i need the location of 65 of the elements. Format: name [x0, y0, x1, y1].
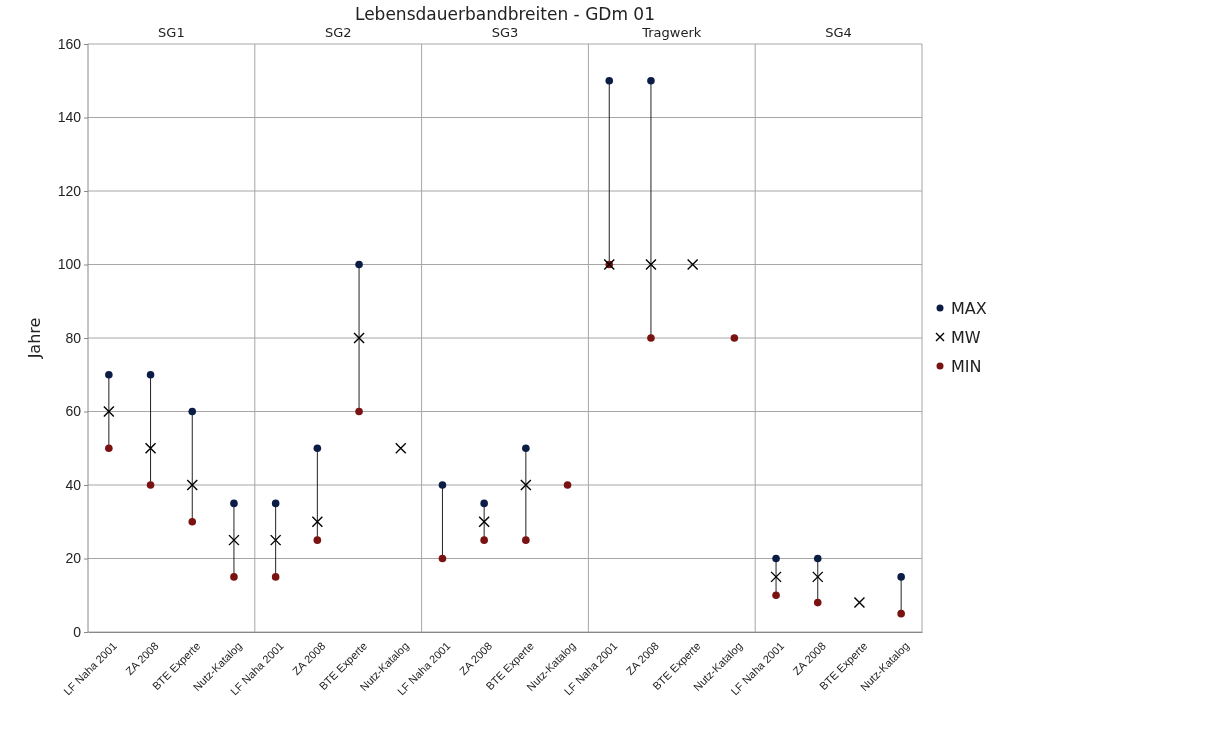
point	[563, 481, 572, 489]
point	[480, 499, 488, 508]
y-tick-label: 140	[57, 109, 82, 126]
point	[647, 334, 655, 342]
text: SG1	[158, 25, 185, 40]
point	[813, 598, 822, 607]
point	[271, 499, 280, 508]
point	[355, 407, 363, 416]
point	[230, 499, 238, 508]
point	[353, 332, 365, 344]
y-tick-label: 120	[57, 182, 82, 199]
y-tick-label: 160	[57, 35, 82, 52]
y-tick-label: 0	[73, 623, 82, 640]
point	[520, 479, 532, 491]
point	[228, 534, 240, 546]
text: SG4	[825, 25, 852, 40]
y-tick-label: 20	[65, 550, 82, 567]
y-tick-label: 80	[65, 329, 82, 346]
point	[230, 573, 238, 581]
point	[522, 536, 530, 544]
point	[269, 534, 282, 546]
point	[478, 516, 490, 528]
point	[647, 76, 655, 85]
text: Tragwerk	[641, 25, 702, 40]
y-axis-title: Jahre	[25, 317, 44, 360]
text: SG3	[491, 25, 519, 40]
point	[686, 258, 699, 271]
point	[813, 554, 822, 563]
point	[772, 554, 780, 563]
point	[313, 444, 322, 453]
y-tick-label: 100	[57, 256, 82, 273]
point	[645, 258, 657, 271]
point	[605, 76, 614, 85]
point	[438, 481, 447, 489]
point	[355, 260, 363, 269]
legend-label: MIN	[951, 357, 982, 376]
point	[812, 571, 824, 583]
y-tick-label: 60	[65, 403, 82, 420]
chart-title: Lebensdauerbandbreiten - GDm 01	[354, 4, 656, 24]
point	[311, 516, 324, 528]
point	[105, 444, 113, 453]
point	[770, 571, 782, 583]
point	[395, 442, 407, 454]
point	[271, 573, 280, 581]
point	[438, 554, 447, 563]
point	[188, 407, 197, 416]
point	[897, 573, 905, 581]
point	[146, 370, 155, 379]
point	[146, 481, 155, 489]
point	[186, 479, 198, 491]
point	[313, 536, 322, 544]
point	[853, 596, 866, 609]
text: SG2	[324, 25, 352, 40]
legend-label: MW	[951, 328, 981, 347]
point	[772, 591, 780, 600]
point	[522, 444, 530, 453]
point	[188, 517, 197, 526]
point	[480, 536, 488, 544]
legend-label: MAX	[951, 299, 987, 318]
point	[897, 609, 905, 618]
point	[103, 405, 115, 418]
point	[105, 370, 113, 379]
point	[730, 334, 739, 342]
point	[144, 442, 157, 454]
y-tick-label: 40	[65, 476, 82, 493]
